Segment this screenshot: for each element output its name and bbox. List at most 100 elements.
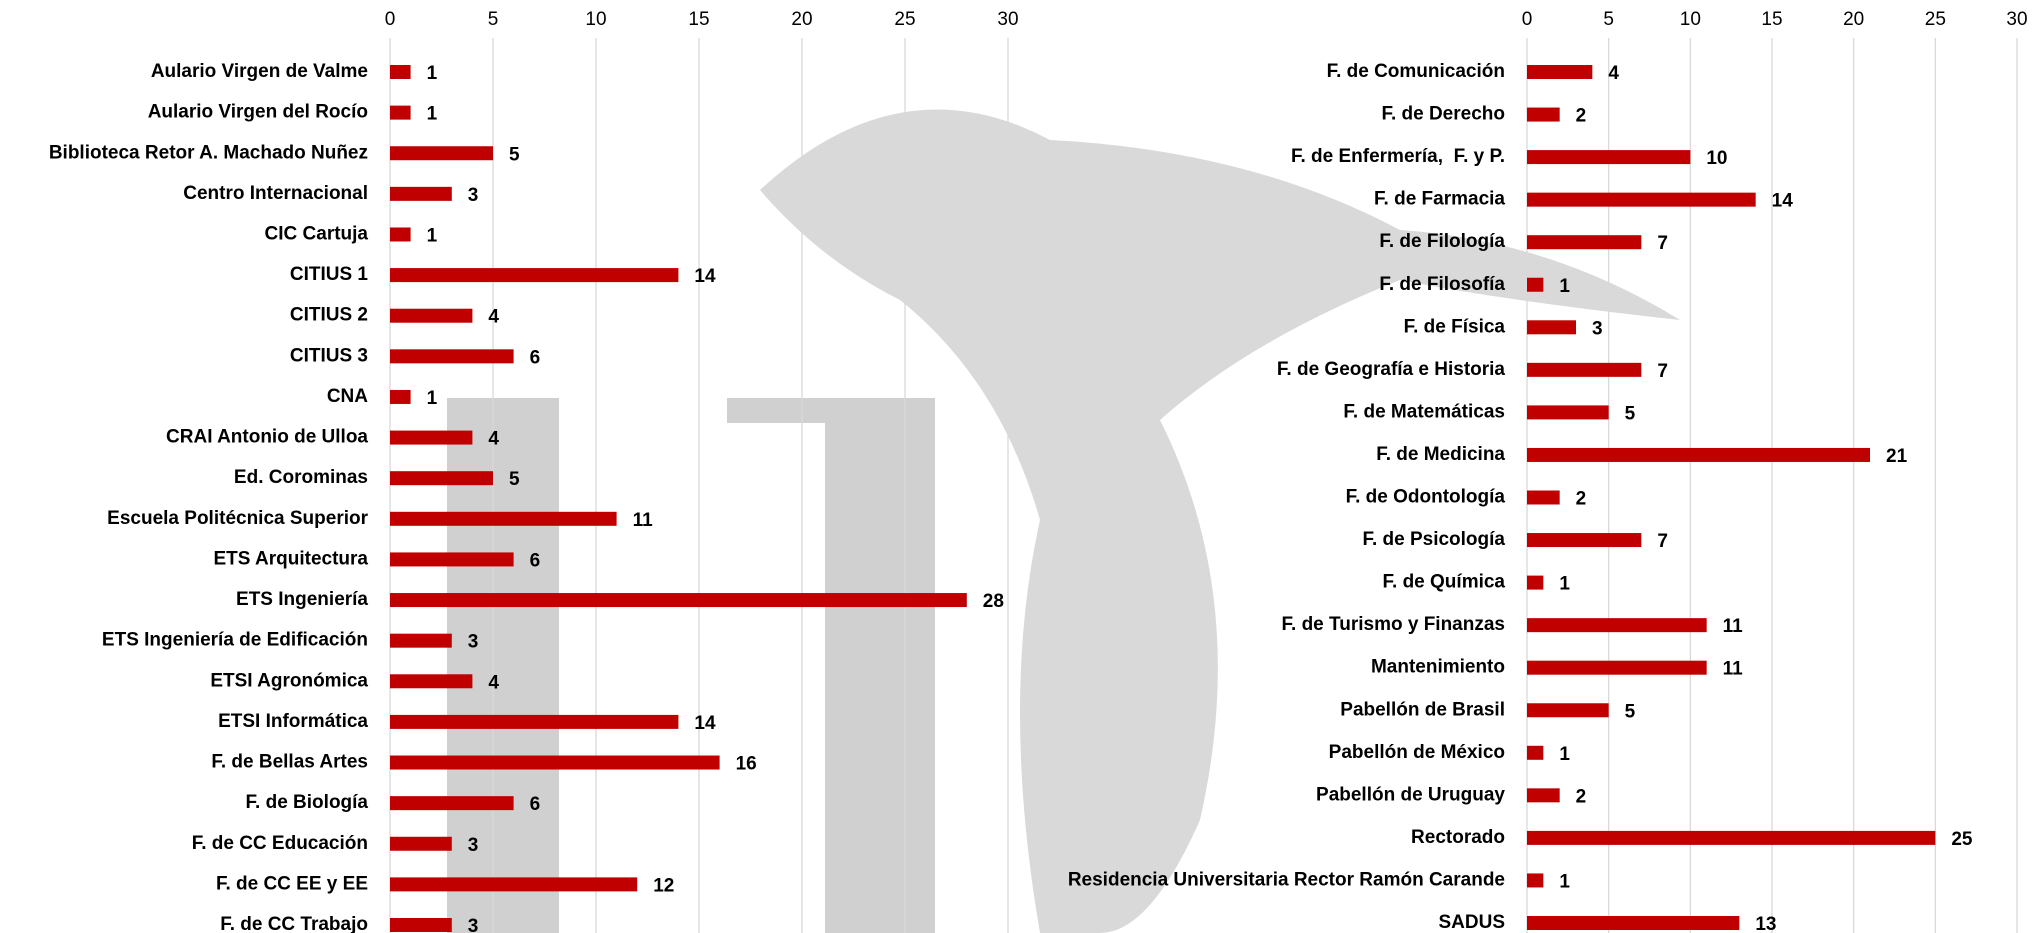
bar: [390, 918, 452, 932]
bar: [1527, 916, 1740, 930]
bar: [390, 633, 452, 648]
bar: [390, 65, 411, 79]
x-tick-label: 15: [688, 9, 709, 30]
bar: [390, 511, 617, 526]
bar: [390, 186, 452, 201]
bar: [1527, 745, 1544, 760]
x-tick-label: 15: [1761, 9, 1782, 30]
category-label: CNA: [327, 386, 368, 407]
value-label: 1: [1559, 276, 1570, 297]
value-label: 3: [468, 185, 479, 206]
value-label: 3: [468, 835, 479, 856]
value-label: 11: [1723, 659, 1744, 680]
bar: [1527, 65, 1593, 79]
x-tick-label: 30: [997, 9, 1018, 30]
category-label: F. de Biología: [246, 792, 369, 813]
value-label: 3: [468, 632, 479, 653]
category-label: Pabellón de Brasil: [1340, 699, 1505, 720]
category-label: F. de Comunicación: [1327, 61, 1505, 82]
value-label: 3: [1592, 318, 1603, 339]
bar: [390, 146, 493, 161]
bar: [390, 593, 967, 608]
x-tick-label: 5: [488, 9, 499, 30]
bar: [390, 755, 720, 770]
category-label: F. de Bellas Artes: [211, 752, 368, 773]
x-tick-label: 10: [1680, 9, 1701, 30]
value-label: 14: [694, 266, 716, 287]
bar: [390, 674, 473, 689]
value-label: 4: [488, 429, 499, 450]
bar: [390, 836, 452, 851]
value-label: 21: [1886, 446, 1908, 467]
category-label: ETSI Agronómica: [210, 670, 368, 691]
bar: [1527, 320, 1576, 335]
bar: [1527, 277, 1544, 292]
category-label: F. de Física: [1404, 316, 1506, 337]
category-label: Biblioteca Retor A. Machado Nuñez: [49, 142, 368, 163]
value-label: 12: [653, 875, 674, 896]
bar: [390, 389, 411, 404]
value-label: 2: [1576, 786, 1587, 807]
category-label: Rectorado: [1411, 827, 1505, 848]
value-label: 4: [488, 307, 499, 328]
value-label: 1: [427, 388, 438, 409]
bar: [1527, 490, 1560, 505]
value-label: 14: [1772, 191, 1794, 212]
x-tick-label: 20: [1843, 9, 1864, 30]
bar: [390, 105, 411, 120]
value-label: 6: [530, 794, 541, 815]
category-label: CITIUS 3: [290, 345, 368, 366]
value-label: 13: [1755, 914, 1776, 933]
bar: [1527, 447, 1870, 462]
category-label: F. de Farmacia: [1374, 189, 1505, 210]
bar: [1527, 405, 1609, 420]
bar: [390, 877, 638, 892]
bar: [390, 349, 514, 364]
x-tick-label: 30: [2006, 9, 2027, 30]
x-tick-label: 25: [1925, 9, 1946, 30]
x-tick-label: 0: [1522, 9, 1533, 30]
value-label: 25: [1951, 829, 1973, 850]
category-label: CIC Cartuja: [265, 223, 369, 244]
category-label: F. de Filología: [1379, 231, 1505, 252]
category-label: Pabellón de Uruguay: [1316, 784, 1505, 805]
category-label: CITIUS 2: [290, 305, 368, 326]
value-label: 7: [1657, 233, 1668, 254]
value-label: 6: [530, 347, 541, 368]
value-label: 1: [1559, 744, 1570, 765]
category-label: ETS Ingeniería: [236, 589, 368, 610]
bar: [1527, 873, 1544, 888]
bar: [1527, 830, 1936, 845]
x-tick-label: 5: [1603, 9, 1614, 30]
value-label: 5: [509, 144, 520, 165]
value-label: 16: [736, 754, 757, 775]
bar: [1527, 192, 1756, 207]
value-label: 1: [427, 225, 438, 246]
category-label: Mantenimiento: [1371, 657, 1505, 678]
value-label: 1: [1559, 871, 1570, 892]
bar: [390, 227, 411, 242]
category-label: SADUS: [1438, 912, 1505, 933]
value-label: 5: [509, 469, 520, 490]
category-label: Centro Internacional: [183, 183, 368, 204]
value-label: 2: [1576, 489, 1587, 510]
value-label: 11: [1723, 616, 1744, 637]
value-label: 1: [427, 104, 438, 125]
category-label: ETS Arquitectura: [214, 548, 369, 569]
value-label: 11: [633, 510, 654, 531]
bar: [1527, 788, 1560, 803]
x-tick-label: 10: [585, 9, 606, 30]
bar: [1527, 703, 1609, 718]
category-label: ETSI Informática: [218, 711, 368, 732]
category-label: F. de Filosofía: [1379, 274, 1505, 295]
value-label: 5: [1625, 403, 1636, 424]
x-tick-label: 20: [791, 9, 812, 30]
bar: [1527, 107, 1560, 122]
bar: [390, 714, 679, 729]
category-label: F. de Psicología: [1362, 529, 1505, 550]
category-label: F. de Turismo y Finanzas: [1282, 614, 1505, 635]
bar: [1527, 362, 1642, 377]
category-label: F. de CC Trabajo: [220, 914, 368, 933]
value-label: 4: [1608, 63, 1619, 84]
